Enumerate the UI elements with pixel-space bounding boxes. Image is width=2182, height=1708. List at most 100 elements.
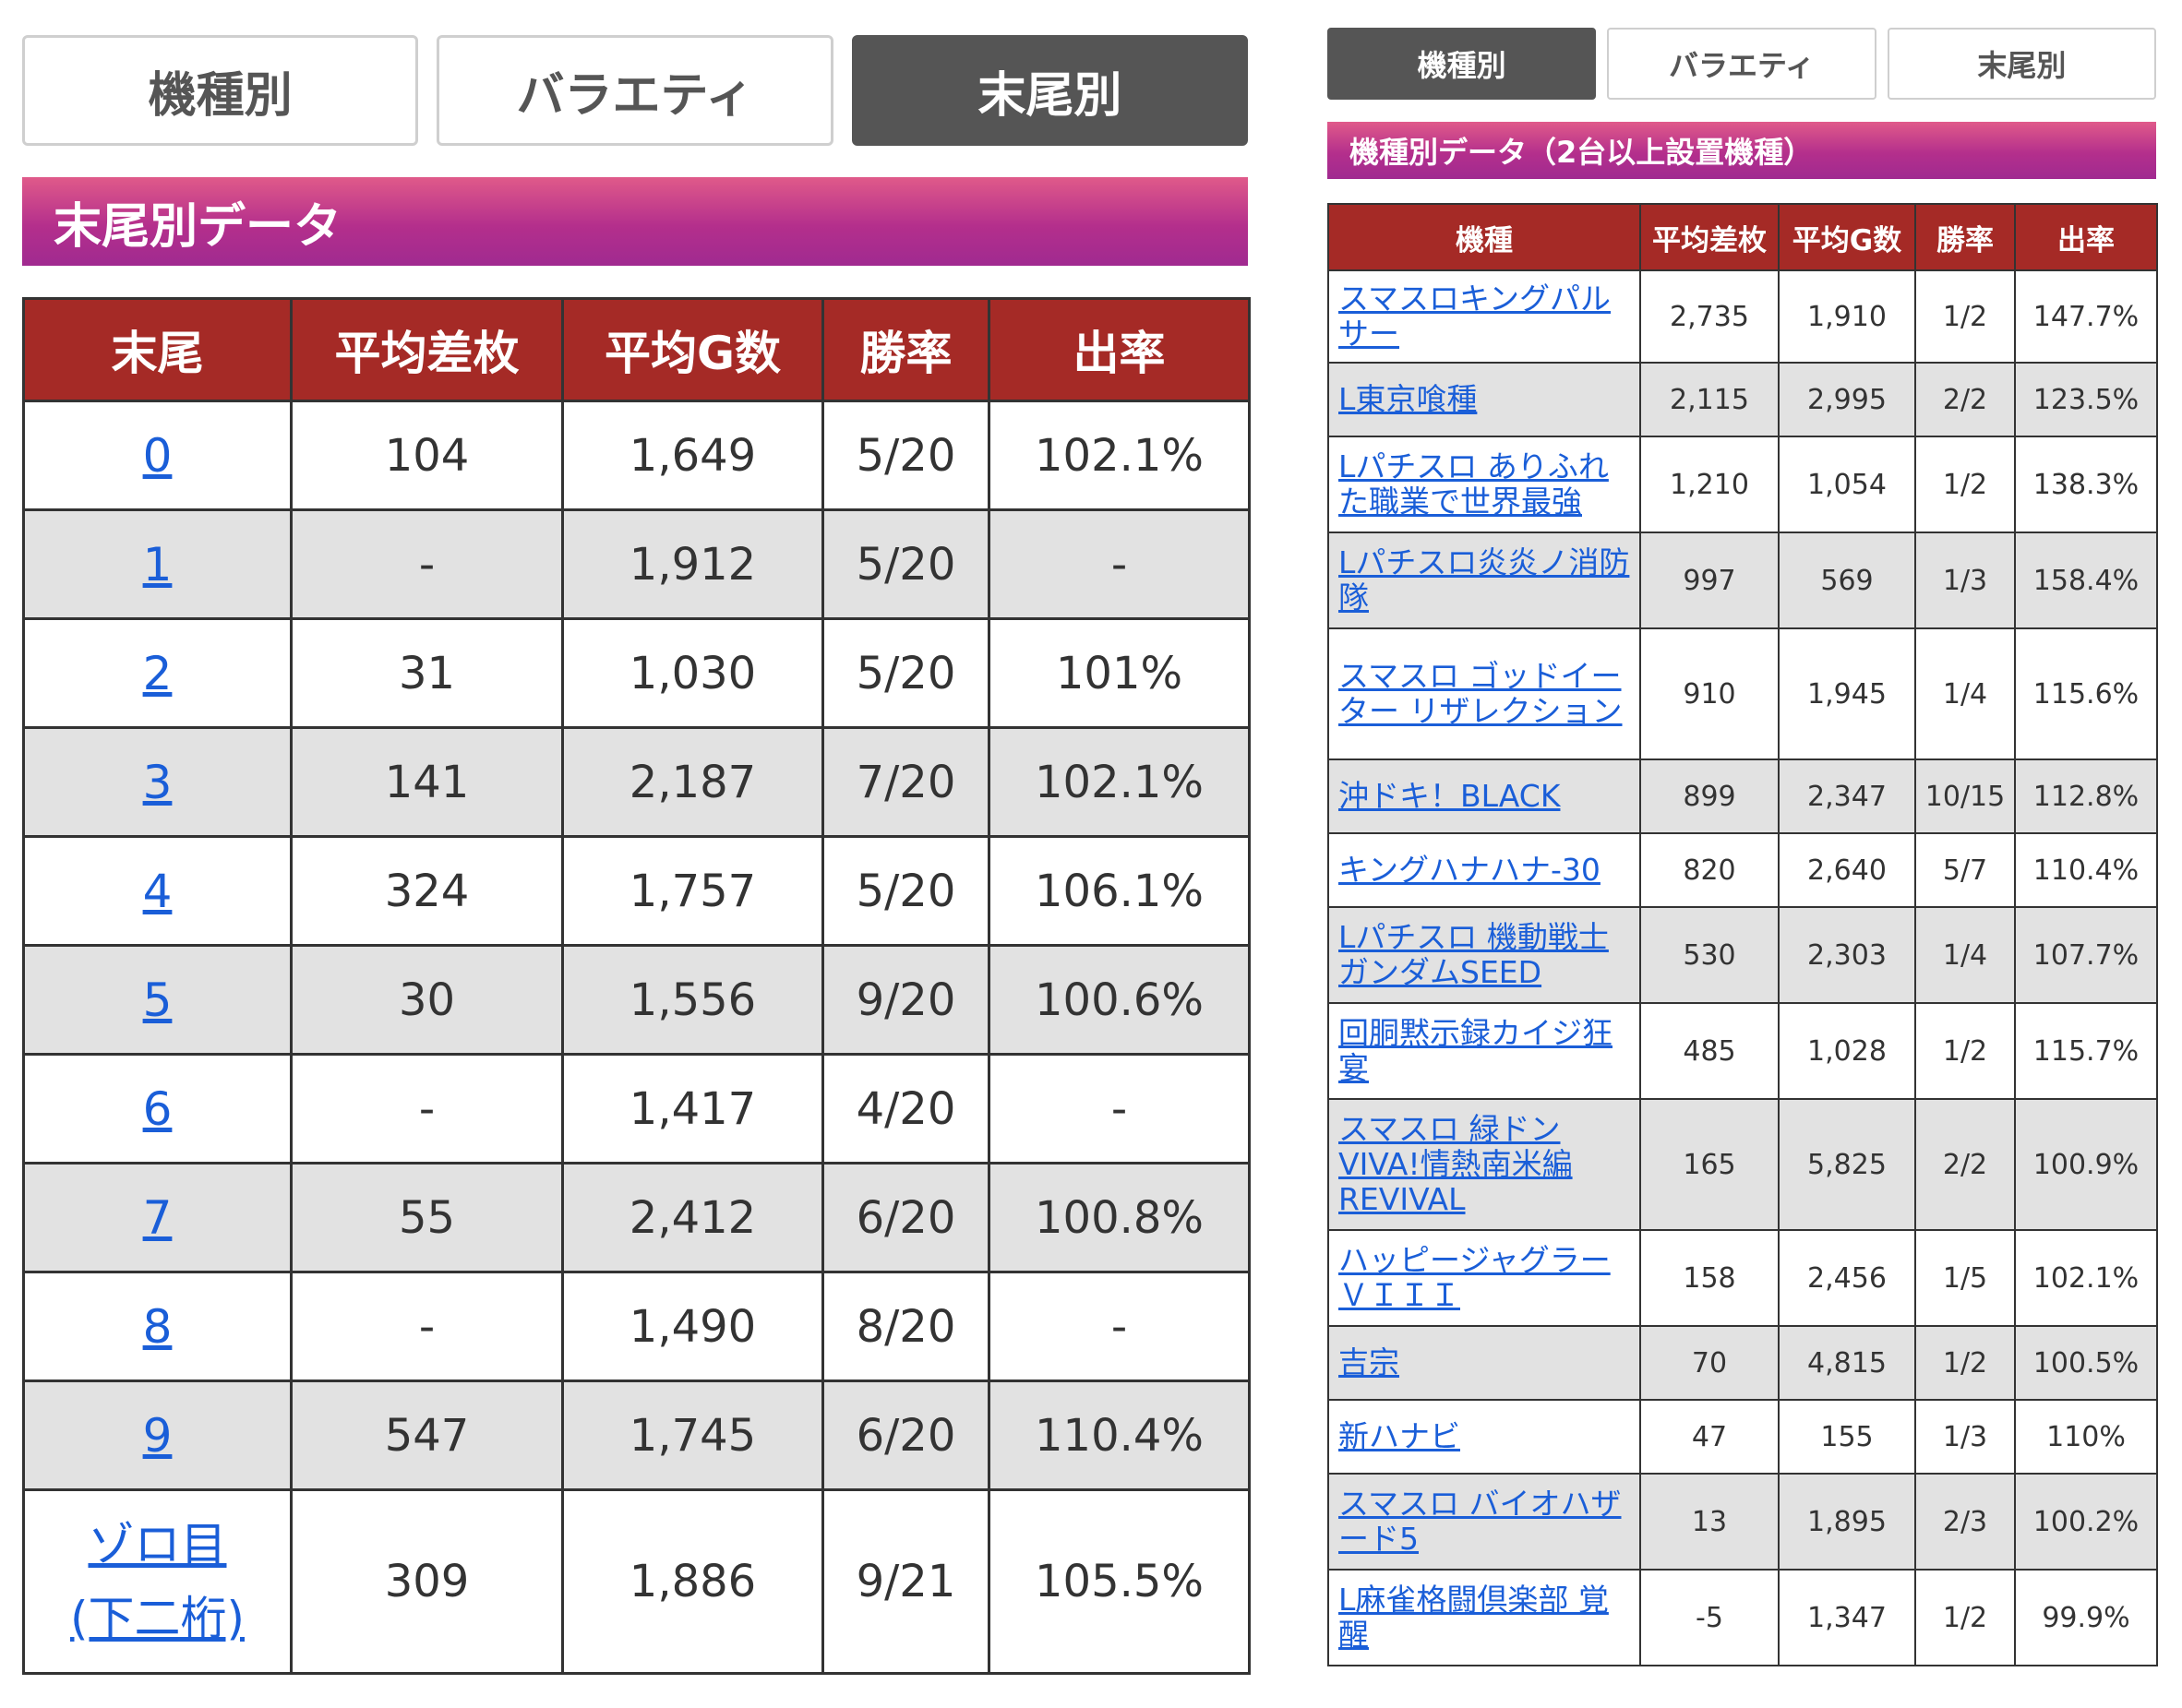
win-rate-cell: 1/2: [1914, 269, 2016, 364]
payout-cell: 110.4%: [988, 1380, 1251, 1491]
model-link[interactable]: スマスロ 緑ドンVIVA!情熱南米編REVIVAL: [1338, 1111, 1573, 1217]
avg-games-cell: 1,886: [561, 1488, 824, 1675]
model-link[interactable]: スマスロ ゴッドイーター リザレクション: [1338, 658, 1623, 729]
avg-games-cell: 1,347: [1778, 1569, 1916, 1666]
model-link[interactable]: キングハナハナ-30: [1338, 852, 1601, 888]
table-row: キングハナハナ-30 820 2,640 5/7 110.4%: [1327, 832, 2158, 908]
avg-diff-cell: -5: [1639, 1569, 1780, 1666]
tab-model[interactable]: 機種別: [22, 35, 419, 146]
avg-games-cell: 1,028: [1778, 1002, 1916, 1100]
tail-link[interactable]: 0: [142, 428, 173, 483]
payout-cell: 110.4%: [2014, 832, 2158, 908]
win-rate-cell: 2/2: [1914, 362, 2016, 437]
avg-diff-cell: 1,210: [1639, 436, 1780, 533]
table-row: 6 - 1,417 4/20 -: [22, 1053, 1251, 1165]
avg-diff-cell: 30: [290, 944, 564, 1056]
table-row: 0 104 1,649 5/20 102.1%: [22, 400, 1251, 511]
avg-diff-cell: 2,115: [1639, 362, 1780, 437]
payout-cell: 100.2%: [2014, 1473, 2158, 1571]
model-cell: L麻雀格闘倶楽部 覚醒: [1327, 1569, 1641, 1666]
win-rate-cell: 5/20: [821, 400, 990, 511]
avg-diff-cell: 324: [290, 835, 564, 947]
model-link[interactable]: L東京喰種: [1338, 381, 1478, 417]
model-link[interactable]: 新ハナビ: [1338, 1418, 1460, 1454]
model-cell: 沖ドキ！BLACK: [1327, 758, 1641, 834]
tab-bar: 機種別 バラエティ 末尾別: [22, 35, 1248, 146]
tail-cell: 1: [22, 508, 293, 620]
tab-tail[interactable]: 末尾別: [851, 35, 1248, 146]
header-tail: 末尾: [22, 297, 293, 402]
win-rate-cell: 1/2: [1914, 1325, 2016, 1401]
table-header-row: 機種 平均差枚 平均G数 勝率 出率: [1327, 203, 2158, 271]
table-row: 9 547 1,745 6/20 110.4%: [22, 1380, 1251, 1491]
payout-cell: 100.9%: [2014, 1098, 2158, 1231]
section-title: 機種別データ（2台以上設置機種）: [1327, 122, 2156, 179]
header-avg-games: 平均G数: [561, 297, 824, 402]
tail-cell: 0: [22, 400, 293, 511]
payout-cell: 100.5%: [2014, 1325, 2158, 1401]
payout-cell: 123.5%: [2014, 362, 2158, 437]
tab-tail[interactable]: 末尾別: [1887, 28, 2156, 100]
table-row: スマスロキングパルサー 2,735 1,910 1/2 147.7%: [1327, 269, 2158, 364]
tail-cell: ゾロ目 (下二桁): [22, 1488, 293, 1675]
tail-link[interactable]: 6: [142, 1081, 173, 1136]
payout-cell: 100.8%: [988, 1162, 1251, 1273]
win-rate-cell: 5/20: [821, 617, 990, 729]
table-row: 8 - 1,490 8/20 -: [22, 1271, 1251, 1382]
avg-games-cell: 1,912: [561, 508, 824, 620]
table-row: 新ハナビ 47 155 1/3 110%: [1327, 1399, 2158, 1475]
model-link[interactable]: L麻雀格闘倶楽部 覚醒: [1338, 1582, 1609, 1653]
tail-link[interactable]: 4: [142, 864, 173, 918]
avg-diff-cell: 104: [290, 400, 564, 511]
table-row: 4 324 1,757 5/20 106.1%: [22, 835, 1251, 947]
tail-link[interactable]: 5: [142, 973, 173, 1027]
tail-link-line1: ゾロ目: [88, 1518, 227, 1571]
avg-games-cell: 1,490: [561, 1271, 824, 1382]
table-row: 沖ドキ！BLACK 899 2,347 10/15 112.8%: [1327, 758, 2158, 834]
model-link[interactable]: 吉宗: [1338, 1344, 1399, 1380]
table-row: スマスロ 緑ドンVIVA!情熱南米編REVIVAL 165 5,825 2/2 …: [1327, 1098, 2158, 1231]
table-row: 回胴黙示録カイジ狂宴 485 1,028 1/2 115.7%: [1327, 1002, 2158, 1100]
model-link[interactable]: Lパチスロ 機動戦士ガンダムSEED: [1338, 919, 1609, 990]
tail-link-repdigit[interactable]: ゾロ目 (下二桁): [70, 1518, 245, 1645]
model-link[interactable]: 沖ドキ！BLACK: [1338, 778, 1561, 814]
tail-link[interactable]: 2: [142, 646, 173, 700]
avg-diff-cell: 2,735: [1639, 269, 1780, 364]
win-rate-cell: 2/3: [1914, 1473, 2016, 1571]
table-row: スマスロ バイオハザード5 13 1,895 2/3 100.2%: [1327, 1473, 2158, 1571]
tail-link[interactable]: 8: [142, 1299, 173, 1354]
model-cell: Lパチスロ ありふれた職業で世界最強: [1327, 436, 1641, 533]
payout-cell: 100.6%: [988, 944, 1251, 1056]
avg-games-cell: 1,649: [561, 400, 824, 511]
model-link[interactable]: 回胴黙示録カイジ狂宴: [1338, 1015, 1613, 1086]
model-link[interactable]: スマスロ バイオハザード5: [1338, 1486, 1622, 1557]
avg-diff-cell: 141: [290, 726, 564, 838]
payout-cell: 107.7%: [2014, 906, 2158, 1004]
model-link[interactable]: スマスロキングパルサー: [1338, 281, 1612, 352]
avg-diff-cell: -: [290, 1271, 564, 1382]
avg-games-cell: 1,910: [1778, 269, 1916, 364]
table-row: スマスロ ゴッドイーター リザレクション 910 1,945 1/4 115.6…: [1327, 627, 2158, 760]
section-title: 末尾別データ: [22, 177, 1248, 266]
table-row: L麻雀格闘倶楽部 覚醒 -5 1,347 1/2 99.9%: [1327, 1569, 2158, 1666]
tail-link[interactable]: 1: [142, 537, 173, 591]
tab-variety[interactable]: バラエティ: [437, 35, 833, 146]
table-header-row: 末尾 平均差枚 平均G数 勝率 出率: [22, 297, 1251, 402]
model-link[interactable]: Lパチスロ炎炎ノ消防隊: [1338, 544, 1630, 615]
tail-link[interactable]: 9: [142, 1408, 173, 1463]
tab-model[interactable]: 機種別: [1327, 28, 1597, 100]
avg-games-cell: 2,456: [1778, 1229, 1916, 1327]
payout-cell: 147.7%: [2014, 269, 2158, 364]
tail-cell: 4: [22, 835, 293, 947]
win-rate-cell: 9/21: [821, 1488, 990, 1675]
tail-link[interactable]: 3: [142, 755, 173, 809]
avg-diff-cell: 910: [1639, 627, 1780, 760]
tail-link[interactable]: 7: [142, 1190, 173, 1245]
model-link[interactable]: ハッピージャグラーＶＩＩＩ: [1338, 1242, 1611, 1313]
header-payout: 出率: [988, 297, 1251, 402]
header-payout: 出率: [2014, 203, 2158, 271]
model-cell: キングハナハナ-30: [1327, 832, 1641, 908]
model-cell: 回胴黙示録カイジ狂宴: [1327, 1002, 1641, 1100]
model-link[interactable]: Lパチスロ ありふれた職業で世界最強: [1338, 448, 1609, 520]
tab-variety[interactable]: バラエティ: [1607, 28, 1876, 100]
